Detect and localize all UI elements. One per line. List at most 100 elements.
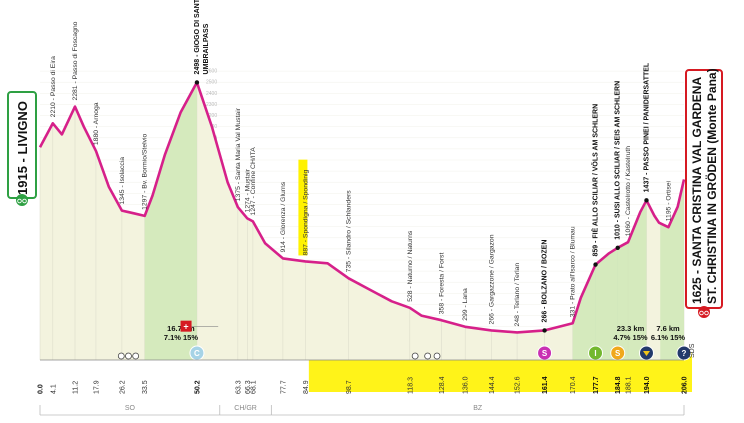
start-name: 1915 - LIVIGNO	[15, 101, 30, 195]
sprint-bonus-marker-letter: S	[615, 349, 621, 358]
start-town: LIVIGNO	[15, 101, 30, 154]
finish-label: 1625 - SANTA CRISTINA VAL GARDENA ST. CH…	[685, 68, 723, 318]
km-label: 188.1	[626, 376, 633, 394]
km-label: 194.0	[644, 376, 651, 394]
region-label: CH/GR	[234, 405, 257, 412]
km-label: 66.3	[245, 380, 252, 394]
km-label: 128.4	[439, 376, 446, 394]
km-label: 170.4	[570, 376, 577, 394]
border-cross-icon: +	[183, 322, 188, 332]
feed-zone-icon	[117, 352, 125, 360]
place-label: 1297 - Bv. Bormio/Stelvio	[142, 133, 149, 209]
climb-areas: 16.7 km7.1% 15%23.3 km4.7% 15%7.6 km6.1%…	[144, 82, 686, 361]
place-label: 1345 - Isolaccia	[119, 157, 126, 205]
km-label: 177.7	[593, 376, 600, 394]
km-label: 161.4	[542, 376, 549, 394]
km-label: 0.0	[38, 384, 45, 394]
climb-gradient: 7.1% 15%	[164, 333, 199, 342]
place-label: 1880 - Arnoga	[93, 102, 100, 145]
place-label: 266 - Gargazzone / Gargazon	[488, 234, 495, 324]
start-label: 1915 - LIVIGNO	[7, 91, 37, 206]
place-label-highlight	[298, 159, 308, 256]
feed-zone-icon	[411, 352, 419, 360]
y-tick-label: 2400	[206, 91, 217, 97]
km-label: 152.6	[515, 376, 522, 394]
place-label: 735 - Silandro / Schlanders	[346, 190, 353, 273]
finish-name-line1: 1625 - SANTA CRISTINA VAL GARDENA	[690, 77, 704, 304]
climb-area	[572, 200, 647, 360]
start-icon-wheel-right	[22, 198, 27, 204]
km-label: 144.4	[489, 376, 496, 394]
km-label: 206.0	[682, 376, 689, 394]
place-labels: 2210 - Passo di Eira 2281 - Passo di Fosc…	[50, 0, 672, 333]
sprint-marker-letter: S	[542, 349, 548, 358]
place-label: 331 - Prato all'Isarco / Blumau	[570, 226, 577, 317]
intermediate-sprint-marker-letter: I	[594, 349, 596, 358]
climb-gradient: 4.7% 15%	[613, 333, 648, 342]
bold-place-label: 859 - FIÈ ALLO SCILIAR / VÖLS AM SCHLERN	[591, 104, 600, 257]
y-tick-label: 2600	[206, 69, 217, 75]
summit-dot	[593, 262, 598, 267]
bold-place-label: 266 - BOLZANO / BOZEN	[542, 240, 549, 323]
finish-name-line2: ST. CHRISTINA IN GRÖDEN (Monte Pana)	[704, 68, 719, 304]
km-label: 50.2	[194, 380, 201, 394]
finish-icon-wheel-left	[699, 310, 704, 316]
place-label: 1060 - Castelrotto / Kastelruth	[625, 146, 632, 237]
place-label: 1375 - Santa Maria Val Mustair	[235, 107, 242, 201]
feed-zone-icon	[125, 352, 132, 360]
start-icon-wheel-left	[17, 198, 22, 204]
place-label: 358 - Foresta / Forst	[438, 253, 445, 315]
place-label: 2210 - Passo di Eira	[50, 56, 57, 117]
y-tick-label: 2300	[206, 102, 217, 108]
km-label: 136.0	[463, 376, 470, 394]
mountain-points-marker-letter: C	[194, 349, 200, 358]
km-label: 98.7	[346, 380, 353, 394]
summit-dot	[644, 198, 649, 203]
km-label: 17.9	[93, 380, 100, 394]
km-label: 184.8	[615, 376, 622, 394]
place-label: 914 - Glorenza / Glurns	[280, 181, 287, 252]
region-label: BZ	[473, 405, 483, 412]
km-label: 63.3	[235, 380, 242, 394]
place-label: 248 - Terlano / Terlan	[514, 263, 521, 327]
profile-line	[38, 81, 686, 334]
feed-zone-icon	[132, 352, 140, 360]
sds-label: SDS	[689, 343, 696, 358]
start-altitude: 1915	[15, 166, 30, 195]
region-label: SO	[125, 405, 136, 412]
bonus-marker-glyph	[642, 351, 650, 356]
regions: SO CH/GR BZ	[39, 405, 685, 416]
km-label: 118.3	[407, 377, 414, 394]
climb-length: 23.3 km	[617, 324, 645, 333]
border-flag-icon	[180, 320, 192, 332]
finish-marker-letter: ?	[682, 349, 687, 358]
summit-dot	[615, 245, 620, 250]
km-label: 26.2	[119, 380, 126, 394]
y-tick-label: 2500	[206, 80, 217, 86]
place-label: 1195 - Ortisei	[665, 180, 672, 221]
place-label: 1247 - Confine CH/ITA	[250, 147, 257, 216]
bold-place-label: 1010 - SUSI ALLO SCILIAR / SEIS AM SCHLE…	[615, 81, 622, 240]
km-label: 84.9	[303, 380, 310, 394]
bold-place-label: 2498 - GIOGO DI SANTA MARIA	[194, 0, 201, 74]
km-axis: 0.0 4.1 11.2 17.9 26.2 33.5 50.2 63.3 66.368.1 77…	[38, 359, 689, 394]
climb-area	[144, 82, 197, 361]
km-label: 77.7	[280, 380, 287, 394]
feed-zone-icon	[424, 352, 432, 360]
summit-dot	[194, 80, 200, 85]
place-label: 2281 - Passo di Foscagno	[72, 21, 79, 100]
summit-dot	[542, 328, 547, 333]
place-label: 1274 - Mustair	[244, 168, 251, 212]
profile-stroke	[38, 81, 686, 334]
feed-zone-icon	[433, 352, 441, 360]
place-label: 299 - Lana	[462, 288, 469, 321]
km-label: 68.1	[250, 380, 257, 394]
climb-area	[660, 179, 684, 360]
finish-icon-wheel-right	[704, 310, 709, 316]
bold-place-label: 1437 - PASSO PINEI / PANIDERSATTEL	[643, 62, 650, 192]
km-label: 11.2	[73, 381, 80, 394]
place-label: 528 - Naturno / Naturns	[407, 230, 414, 302]
place-label: 887 - Spondigna / Spondinig	[302, 169, 309, 255]
climb-gradient: 6.1% 15%	[651, 333, 686, 342]
